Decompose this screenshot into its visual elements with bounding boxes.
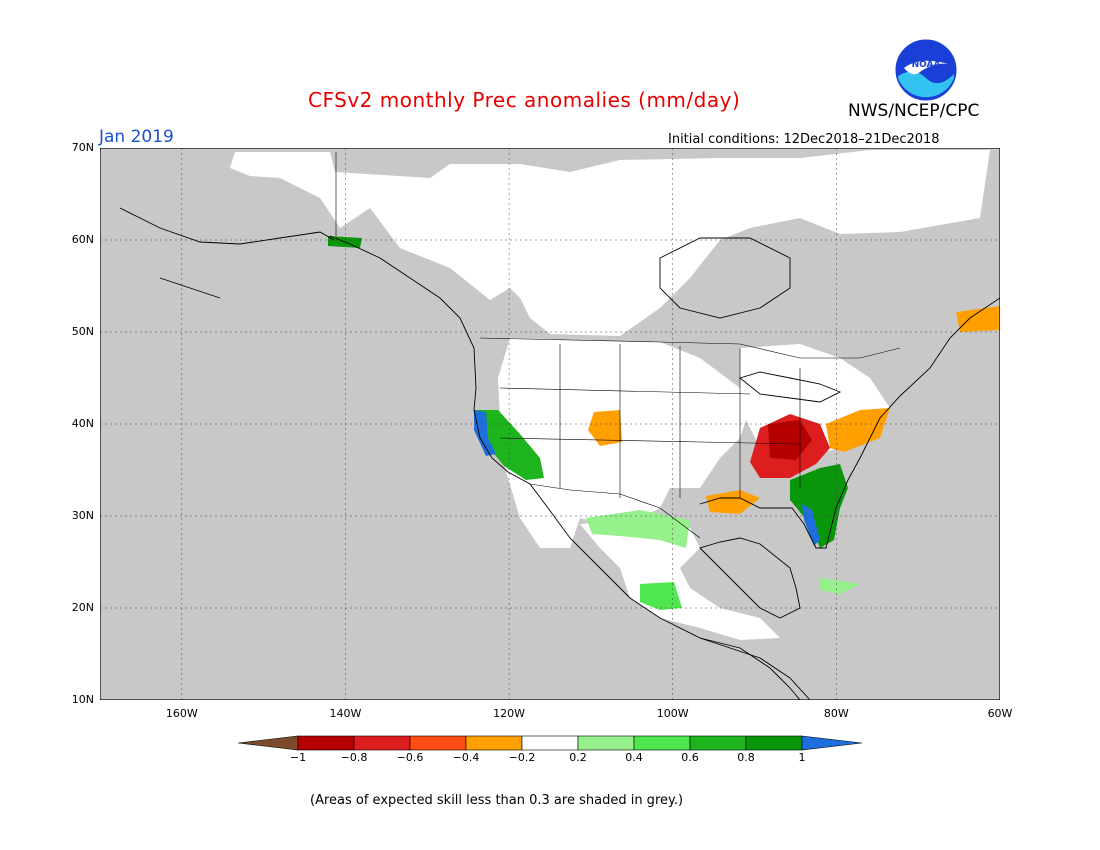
longitude-tick-label: 160W — [165, 707, 198, 720]
longitude-tick-label: 60W — [987, 707, 1013, 720]
colorbar-tick-label: −0.2 — [508, 751, 536, 764]
atlantic-coast-line — [699, 297, 1000, 549]
colorbar-tick-label: 1 — [798, 751, 806, 764]
map-title: CFSv2 monthly Prec anomalies (mm/day) — [308, 88, 741, 112]
colorbar-bin — [633, 735, 691, 751]
longitude-tick-label: 80W — [823, 707, 849, 720]
colorbar-bin — [465, 735, 523, 751]
colorbar-tick-label: 0.2 — [569, 751, 587, 764]
latitude-tick-label: 60N — [71, 233, 94, 246]
colorbar — [238, 735, 862, 751]
anomaly-patches — [328, 236, 1000, 610]
southeast-wet-anomaly — [790, 464, 848, 548]
mid-atlantic-dry-anomaly — [826, 408, 890, 452]
latitude-tick-label: 20N — [71, 601, 94, 614]
colorbar-tick-label: −0.4 — [452, 751, 480, 764]
central-america-line — [699, 637, 801, 700]
skill-footnote: (Areas of expected skill less than 0.3 a… — [310, 793, 684, 808]
mexico-wet-anomaly — [586, 510, 690, 548]
alaska-coast-line — [119, 207, 335, 299]
colorbar-tick-label: −0.8 — [340, 751, 368, 764]
longitude-tick-label: 100W — [656, 707, 689, 720]
colorbar-tick-label: 0.6 — [681, 751, 699, 764]
colorbar-bin — [353, 735, 411, 751]
gulf-of-maine-dry-anomaly — [956, 306, 1000, 332]
us-canada-border — [479, 337, 901, 359]
initial-conditions: Initial conditions: 12Dec2018–21Dec2018 — [668, 132, 940, 147]
colorbar-bin — [409, 735, 467, 751]
hudson-bay-line — [659, 237, 791, 319]
latitude-tick-label: 30N — [71, 509, 94, 522]
colorbar-bin — [689, 735, 747, 751]
colorbar-bin — [297, 735, 355, 751]
great-lakes-line — [739, 371, 842, 403]
longitude-tick-label: 120W — [493, 707, 526, 720]
colorbar-bin — [521, 735, 579, 751]
colorbar-tick-label: 0.4 — [625, 751, 643, 764]
forecast-period: Jan 2019 — [99, 127, 174, 147]
longitude-tick-label: 140W — [329, 707, 362, 720]
caribbean-wet-anomaly — [820, 578, 860, 594]
mexico-neutral-region — [580, 518, 780, 640]
canada-neutral-region — [230, 150, 990, 336]
colorbar-tick-label: −0.6 — [396, 751, 424, 764]
agency-label: NWS/NCEP/CPC — [848, 101, 980, 121]
colorbar-tick-label: −1 — [289, 751, 307, 764]
central-mexico-wet-anomaly — [640, 582, 682, 610]
ohio-valley-core-dry-anomaly — [768, 420, 812, 460]
noaa-logo-text: NOAA — [912, 60, 941, 70]
colorbar-bin — [577, 735, 635, 751]
latitude-tick-label: 10N — [71, 693, 94, 706]
latitude-tick-label: 40N — [71, 417, 94, 430]
colorbar-bin — [238, 735, 299, 751]
california-blue-anomaly — [474, 410, 496, 456]
rockies-dry-anomaly — [588, 410, 622, 446]
noaa-logo: NOAA — [895, 39, 957, 101]
state-lines — [499, 344, 801, 498]
colorbar-tick-label: 0.8 — [737, 751, 755, 764]
colorbar-bin — [801, 735, 862, 751]
gulf-coast-dry-anomaly — [706, 490, 760, 514]
latitude-tick-label: 70N — [71, 141, 94, 154]
precipitation-anomaly-map — [100, 148, 1000, 700]
pacific-coast-line — [329, 235, 811, 700]
gulf-coast-line — [699, 537, 801, 619]
political-boundaries — [335, 152, 901, 539]
graticule — [100, 148, 1000, 700]
coastlines — [119, 207, 1000, 700]
us-west-neutral-region — [498, 338, 750, 548]
latitude-tick-label: 50N — [71, 325, 94, 338]
florida-blue-anomaly — [802, 504, 820, 546]
colorbar-bin — [745, 735, 803, 751]
